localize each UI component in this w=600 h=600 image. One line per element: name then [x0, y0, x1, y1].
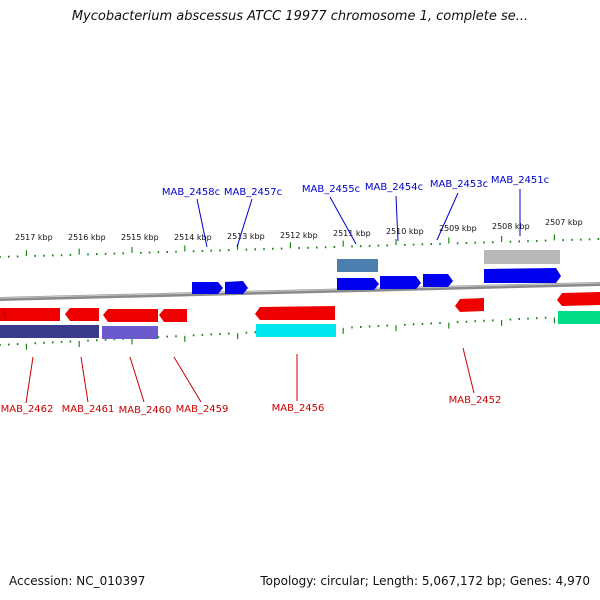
forward-scale-ticks — [0, 234, 600, 258]
callout-line — [25, 356, 34, 404]
gene-mab-2462-head — [2, 308, 6, 321]
gene-mab-2453c[interactable] — [423, 274, 453, 287]
scale-labels: 2517 kbp 2516 kbp 2515 kbp 2514 kbp 2513… — [15, 218, 583, 242]
gene-label-mab-2460[interactable]: MAB_2460 — [119, 405, 172, 416]
gene-mab-2455c-overlay[interactable] — [337, 259, 378, 272]
accession-text: Accession: NC_010397 — [9, 574, 146, 588]
gene-mab-2459[interactable] — [159, 309, 187, 322]
gene-label-mab-2454c[interactable]: MAB_2454c — [365, 182, 423, 193]
genome-summary-text: Topology: circular; Length: 5,067,172 bp… — [260, 574, 590, 588]
callout-line — [436, 192, 459, 241]
callout-line — [462, 347, 475, 394]
gene-label-mab-2459[interactable]: MAB_2459 — [176, 404, 229, 415]
callout-line — [80, 356, 89, 403]
gene-label-mab-2457c[interactable]: MAB_2457c — [224, 187, 282, 198]
kbp-label: 2512 kbp — [280, 231, 318, 240]
chromosome-backbone-highlight — [0, 282, 600, 299]
gene-next-reverse-overlay[interactable] — [558, 311, 600, 324]
gene-mab-2458c[interactable] — [192, 282, 223, 294]
gene-mab-2451c-overlay[interactable] — [484, 250, 560, 264]
gene-label-mab-2458c[interactable]: MAB_2458c — [162, 187, 220, 198]
chromosome-backbone — [0, 282, 600, 301]
reverse-strand-genes — [0, 292, 600, 339]
callout-line — [236, 198, 253, 248]
kbp-label: 2516 kbp — [68, 233, 106, 242]
gene-label-mab-2456[interactable]: MAB_2456 — [272, 403, 325, 414]
callout-line — [129, 356, 145, 403]
callout-line — [173, 356, 202, 403]
kbp-label: 2513 kbp — [227, 232, 265, 241]
kbp-label: 2508 kbp — [492, 222, 530, 231]
forward-gene-labels: MAB_2458c MAB_2457c MAB_2455c MAB_2454c … — [162, 175, 549, 198]
kbp-label: 2514 kbp — [174, 233, 212, 242]
callout-lines — [25, 189, 521, 404]
gene-mab-2452[interactable] — [455, 298, 484, 312]
gene-mab-2462-overlay[interactable] — [0, 325, 65, 338]
kbp-label: 2515 kbp — [121, 233, 159, 242]
gene-mab-2460-overlay[interactable] — [102, 326, 158, 339]
kbp-label: 2507 kbp — [545, 218, 583, 227]
forward-strand-genes — [192, 250, 561, 294]
gene-mab-2456-overlay[interactable] — [256, 324, 336, 337]
gene-mab-2451c[interactable] — [484, 268, 561, 283]
kbp-label: 2511 kbp — [333, 229, 371, 238]
gene-mab-2461[interactable] — [65, 308, 99, 321]
gene-mab-2454c[interactable] — [380, 276, 421, 289]
gene-next-reverse[interactable] — [557, 292, 600, 306]
gene-mab-2462[interactable] — [0, 308, 60, 321]
gene-mab-2456[interactable] — [255, 306, 335, 320]
gene-label-mab-2462[interactable]: MAB_2462 — [1, 404, 54, 415]
gene-mab-2455c[interactable] — [337, 278, 379, 290]
reverse-gene-labels: MAB_2462 MAB_2461 MAB_2460 MAB_2459 MAB_… — [1, 395, 502, 416]
gene-mab-2461-overlay[interactable] — [65, 325, 99, 338]
callout-line — [329, 196, 357, 245]
gene-label-mab-2455c[interactable]: MAB_2455c — [302, 184, 360, 195]
gene-label-mab-2452[interactable]: MAB_2452 — [449, 395, 502, 406]
kbp-label: 2510 kbp — [386, 227, 424, 236]
callout-line — [196, 198, 208, 248]
gene-mab-2460[interactable] — [103, 309, 158, 322]
callout-line — [395, 195, 399, 242]
gene-label-mab-2451c[interactable]: MAB_2451c — [491, 175, 549, 186]
kbp-label: 2517 kbp — [15, 233, 53, 242]
kbp-label: 2509 kbp — [439, 224, 477, 233]
gene-mab-2457c[interactable] — [225, 281, 248, 294]
gene-label-mab-2461[interactable]: MAB_2461 — [62, 404, 115, 415]
gene-label-mab-2453c[interactable]: MAB_2453c — [430, 179, 488, 190]
map-title: Mycobacterium abscessus ATCC 19977 chrom… — [71, 9, 529, 24]
